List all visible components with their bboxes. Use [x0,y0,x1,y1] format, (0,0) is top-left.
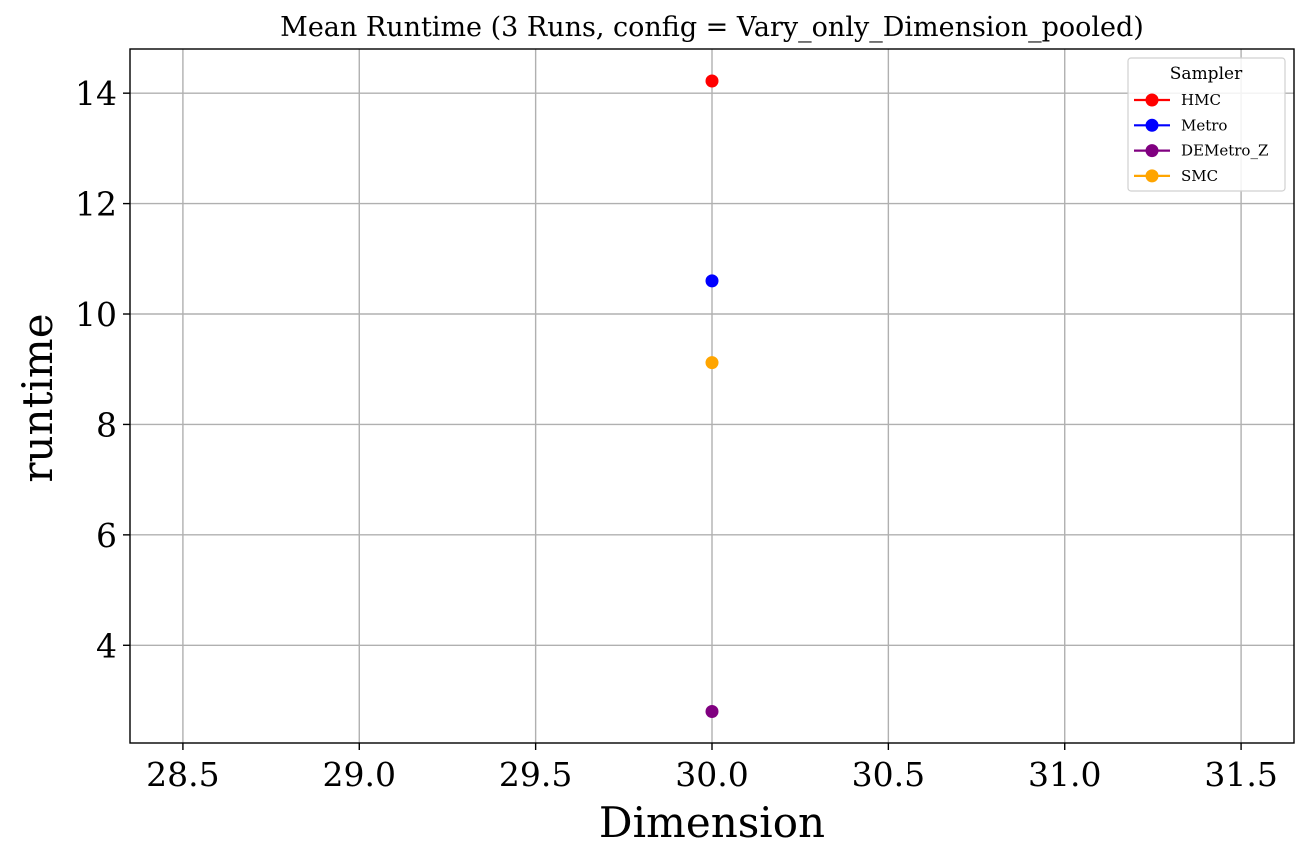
series-layer [705,74,719,719]
legend-marker-hmc [1145,93,1159,107]
y-tick-label: 10 [75,295,117,334]
x-axis-label: Dimension [599,798,825,847]
legend-marker-metro [1145,118,1159,132]
legend-label-hmc: HMC [1181,91,1221,109]
data-point-demetro-z [705,705,719,719]
y-tick-label: 8 [96,405,117,444]
legend-label-smc: SMC [1181,167,1218,185]
legend-entries: HMC Metro DEMetro_Z SMC [1134,91,1268,185]
x-tick-label: 29.5 [499,755,572,794]
x-tick-label: 31.5 [1204,755,1277,794]
legend-marker-demetro-z [1145,144,1159,158]
y-tick-label: 6 [96,516,117,555]
x-axis-ticks: 28.5 29.0 29.5 30.0 30.5 31.0 31.5 [146,743,1278,794]
grid [130,49,1294,743]
legend-frame [1127,57,1286,192]
y-axis-label: runtime [13,313,62,482]
x-tick-label: 30.5 [852,755,925,794]
legend-label-demetro-z: DEMetro_Z [1181,142,1268,160]
x-tick-label: 28.5 [146,755,219,794]
y-tick-label: 4 [96,626,117,665]
x-tick-label: 31.0 [1028,755,1101,794]
y-axis-ticks: 4 6 8 10 12 14 [75,74,130,665]
x-tick-label: 29.0 [323,755,396,794]
data-point-metro [705,274,719,288]
x-tick-label: 30.0 [675,755,748,794]
data-point-hmc [705,74,719,88]
legend-title: Sampler [1170,64,1243,84]
legend-label-metro: Metro [1181,116,1227,134]
data-point-smc [705,356,719,370]
y-tick-label: 14 [75,74,117,113]
chart-title: Mean Runtime (3 Runs, config = Vary_only… [280,12,1144,43]
y-tick-label: 12 [75,185,117,224]
legend: Sampler HMC Metro DEMetro_Z SMC [1127,57,1286,192]
legend-marker-smc [1145,169,1159,183]
